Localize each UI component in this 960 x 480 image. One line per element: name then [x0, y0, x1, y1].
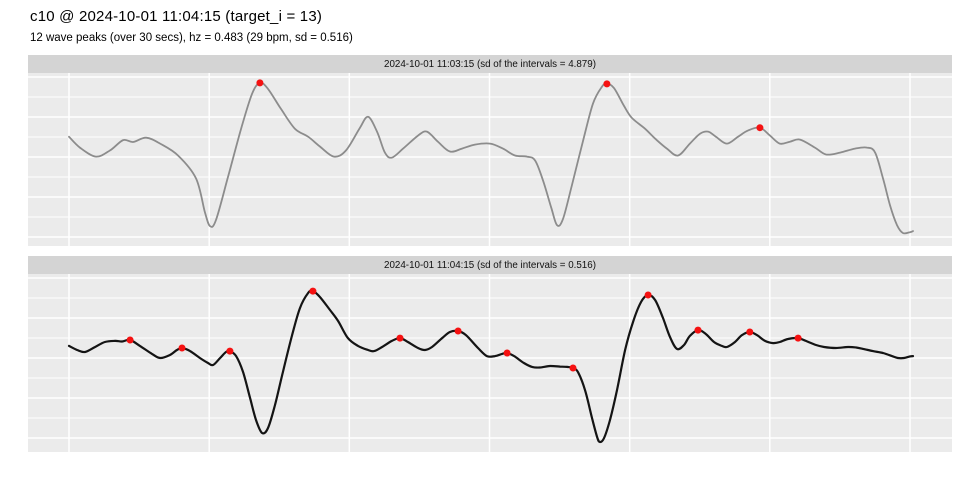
peak-marker — [694, 326, 702, 334]
peak-marker — [454, 327, 462, 335]
facet-strip-1104: 2024-10-01 11:04:15 (sd of the intervals… — [28, 256, 952, 274]
peak-marker — [503, 349, 511, 357]
plot-subtitle: 12 wave peaks (over 30 secs), hz = 0.483… — [30, 32, 353, 44]
peak-marker — [756, 124, 764, 132]
peak-marker — [396, 334, 404, 342]
peak-marker — [178, 344, 186, 352]
wave-line — [67, 289, 915, 444]
peak-marker — [569, 364, 577, 372]
facet-strip-1103: 2024-10-01 11:03:15 (sd of the intervals… — [28, 55, 952, 73]
facet-panel-1103 — [28, 73, 952, 246]
peak-marker — [644, 291, 652, 299]
peak-marker — [126, 336, 134, 344]
peak-marker — [309, 287, 317, 295]
facet-panel-1104 — [28, 274, 952, 452]
peak-marker — [226, 347, 234, 355]
peak-marker — [603, 80, 611, 88]
peak-marker — [256, 79, 264, 87]
facet-strip-1103-label: 2024-10-01 11:03:15 (sd of the intervals… — [384, 58, 596, 70]
facet-strip-1104-label: 2024-10-01 11:04:15 (sd of the intervals… — [384, 259, 596, 271]
plot-title: c10 @ 2024-10-01 11:04:15 (target_i = 13… — [30, 8, 323, 25]
peak-marker — [794, 334, 802, 342]
wave-line — [68, 81, 914, 235]
peak-marker — [746, 328, 754, 336]
